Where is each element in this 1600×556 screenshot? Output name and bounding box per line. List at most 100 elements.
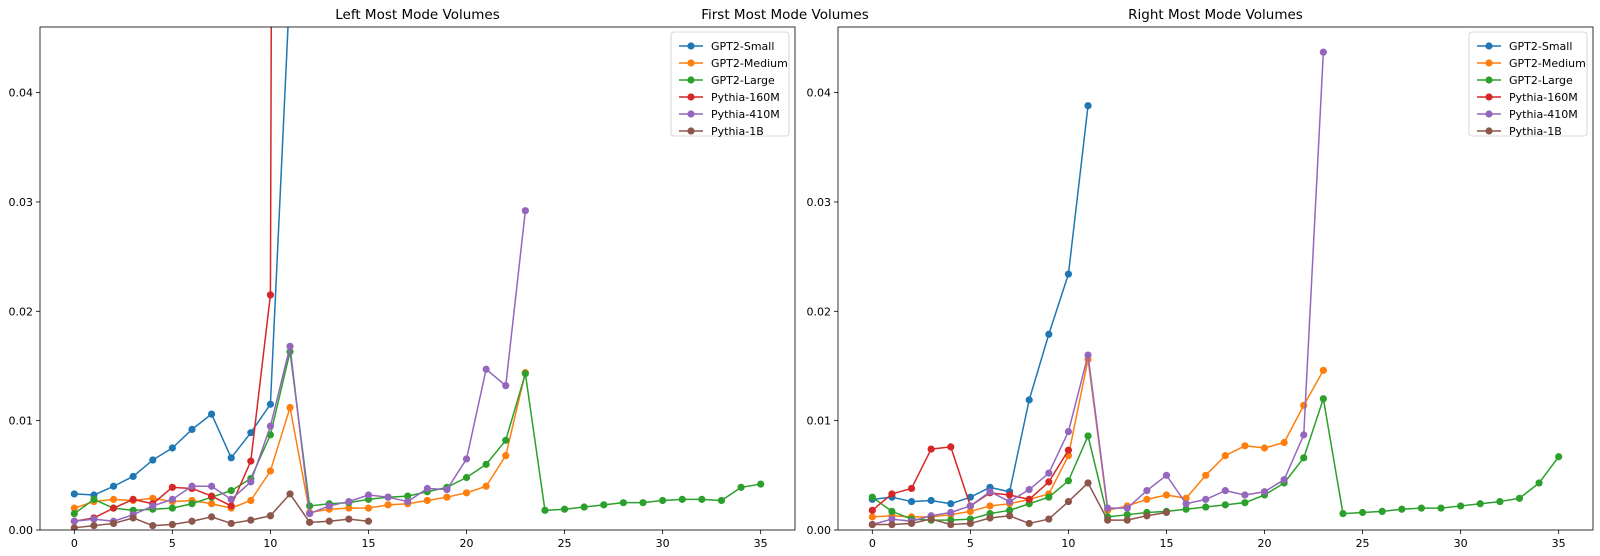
figure-suptitle: First Most Mode Volumes: [701, 7, 869, 23]
right-point-pythia-1b: [1025, 519, 1033, 528]
left-point-gpt2-large: [541, 506, 549, 514]
left-series-pythia-410m: [70, 207, 529, 525]
right-legend-item-pythia-410m: Pythia-410M: [1477, 108, 1578, 121]
right-line-gpt2-small: [872, 105, 1089, 505]
right-point-gpt2-large: [1457, 502, 1465, 510]
left-axes-frame: [39, 26, 796, 531]
right-legend-item-gpt2-small: GPT2-Small: [1477, 40, 1572, 53]
right-xtick-label: 15: [1159, 537, 1173, 550]
right-point-pythia-410m: [1064, 427, 1073, 436]
left-point-gpt2-medium: [247, 496, 255, 505]
right-point-pythia-160m: [927, 445, 935, 453]
right-legend-label: GPT2-Medium: [1509, 57, 1586, 70]
left-xtick-label: 15: [361, 537, 375, 550]
right-point-gpt2-small: [927, 496, 935, 505]
left-legend-item-pythia-1b: Pythia-1B: [679, 125, 764, 138]
right-point-pythia-1b: [907, 519, 916, 528]
left-point-pythia-1b: [70, 524, 78, 530]
right-legend-label: Pythia-410M: [1509, 108, 1578, 121]
right-point-pythia-160m: [1005, 491, 1014, 499]
left-ytick-label: 0.01: [9, 415, 34, 428]
right-xtick-label: 25: [1356, 537, 1370, 550]
left-legend-box: [670, 31, 790, 137]
left-legend-label: GPT2-Small: [711, 40, 774, 53]
right-point-gpt2-large: [1476, 500, 1484, 508]
left-point-gpt2-small: [70, 490, 78, 498]
right-point-pythia-1b: [1123, 516, 1131, 524]
left-point-pythia-160m: [227, 502, 235, 510]
left-legend-item-gpt2-small: GPT2-Small: [679, 40, 774, 53]
right-point-pythia-410m: [1143, 487, 1151, 495]
left-legend-label: Pythia-410M: [711, 108, 780, 121]
left-point-pythia-1b: [345, 515, 353, 523]
right-legend-item-gpt2-medium: GPT2-Medium: [1477, 57, 1586, 70]
right-xtick-label: 35: [1552, 537, 1566, 550]
right-point-pythia-410m: [966, 502, 974, 510]
right-point-pythia-410m: [1025, 485, 1033, 494]
left-point-gpt2-large: [188, 500, 196, 508]
left-point-pythia-410m: [149, 502, 157, 510]
right-point-gpt2-small: [907, 497, 916, 506]
right-point-pythia-1b: [1162, 508, 1171, 517]
right-xtick-label: 20: [1258, 537, 1272, 550]
right-point-gpt2-small: [1025, 396, 1033, 404]
right-point-pythia-1b: [986, 514, 994, 522]
right-point-gpt2-small: [1064, 270, 1073, 278]
right-legend-item-pythia-1b: Pythia-1B: [1477, 125, 1562, 138]
right-legend-marker: [1485, 93, 1493, 101]
left-point-gpt2-large: [737, 483, 745, 491]
left-point-pythia-1b: [129, 514, 137, 522]
left-point-gpt2-medium: [286, 403, 294, 412]
right-legend-marker: [1485, 76, 1493, 84]
left-xtick-label: 10: [263, 537, 277, 550]
right-point-gpt2-large: [1417, 504, 1426, 512]
left-point-pythia-410m: [247, 478, 255, 486]
left-ytick-label: 0.00: [9, 524, 34, 537]
right-point-pythia-410m: [1300, 431, 1308, 439]
left-point-gpt2-medium: [70, 504, 78, 512]
left-point-pythia-410m: [286, 342, 294, 350]
left-point-pythia-410m: [462, 455, 471, 463]
right-point-gpt2-large: [1084, 432, 1092, 440]
left-point-pythia-410m: [227, 495, 235, 503]
left-point-pythia-410m: [404, 497, 412, 506]
left-point-pythia-1b: [286, 490, 294, 498]
left-legend-item-pythia-410m: Pythia-410M: [679, 108, 780, 121]
left-point-gpt2-small: [109, 482, 118, 490]
left-chart: Left Most Mode Volumes 0 5 10 15 20 25 30 35 0.00…: [9, 7, 796, 550]
left-series-gpt2-medium: [70, 368, 529, 517]
right-point-gpt2-medium: [986, 502, 994, 510]
left-point-pythia-410m: [345, 497, 353, 506]
left-point-gpt2-small: [129, 472, 137, 481]
left-point-pythia-1b: [364, 517, 373, 525]
left-point-pythia-410m: [207, 482, 216, 490]
right-point-pythia-1b: [1064, 497, 1073, 506]
right-point-pythia-410m: [1260, 488, 1269, 496]
right-point-gpt2-medium: [966, 507, 974, 516]
right-ytick-label: 0.00: [807, 524, 832, 537]
right-axes-frame: [837, 26, 1594, 531]
right-point-gpt2-large: [1437, 504, 1445, 512]
left-point-pythia-410m: [364, 491, 373, 499]
right-point-pythia-410m: [1005, 497, 1014, 506]
left-chart-title: Left Most Mode Volumes: [335, 7, 500, 23]
right-point-pythia-1b: [888, 520, 896, 529]
left-point-gpt2-large: [404, 492, 412, 500]
right-point-pythia-410m: [1241, 491, 1249, 499]
left-point-gpt2-large: [482, 460, 490, 468]
left-point-pythia-1b: [90, 522, 98, 530]
left-legend-label: Pythia-1B: [711, 125, 764, 138]
left-legend-label: GPT2-Medium: [711, 57, 788, 70]
left-point-pythia-160m: [168, 483, 176, 491]
left-point-gpt2-medium: [482, 482, 490, 490]
left-point-pythia-1b: [247, 516, 255, 524]
right-point-pythia-410m: [1084, 351, 1092, 359]
right-point-pythia-410m: [986, 488, 994, 496]
left-point-pythia-410m: [188, 482, 196, 490]
left-point-pythia-1b: [168, 520, 176, 529]
right-series-pythia-160m: [868, 443, 1073, 514]
left-series-gpt2-small: [70, 27, 289, 499]
right-point-gpt2-medium: [1319, 366, 1327, 374]
right-xtick-label: 0: [869, 537, 876, 550]
